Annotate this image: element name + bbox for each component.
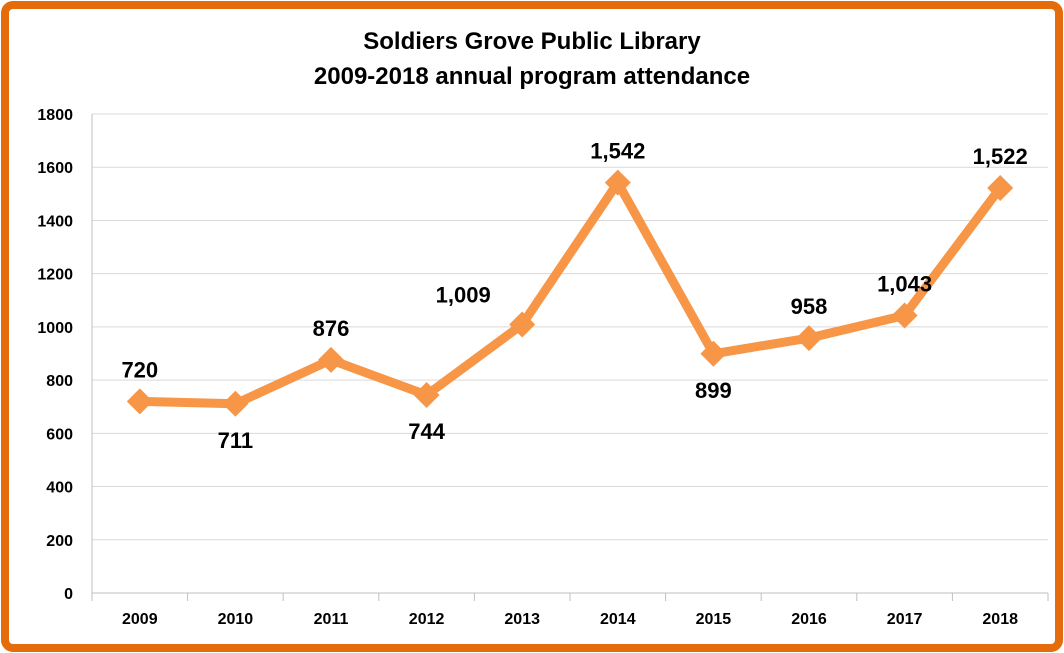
y-tick-label: 400 xyxy=(46,480,73,497)
y-tick-label: 1400 xyxy=(37,213,73,230)
x-tick-label-2010: 2010 xyxy=(218,611,254,628)
y-axis-tick-labels: 0 200 400 600 800 1000 1200 1400 1600 1800 xyxy=(37,107,73,603)
y-tick-label: 1000 xyxy=(37,320,73,337)
data-label-2015: 899 xyxy=(695,378,732,403)
x-tick-label-2018: 2018 xyxy=(982,611,1018,628)
chart-title-line-1: Soldiers Grove Public Library xyxy=(363,28,701,55)
axes xyxy=(91,114,1049,601)
x-tick-label-2015: 2015 xyxy=(696,611,732,628)
data-point-2015 xyxy=(700,340,727,367)
y-tick-label: 1200 xyxy=(37,267,73,284)
data-label-2012: 744 xyxy=(408,419,445,444)
series-line xyxy=(135,178,1005,409)
data-label-2016: 958 xyxy=(791,294,828,319)
data-label-2018: 1,522 xyxy=(973,144,1028,169)
chart-title-line-2: 2009-2018 annual program attendance xyxy=(314,63,750,90)
data-point-2013 xyxy=(509,311,536,338)
y-tick-label: 1600 xyxy=(37,160,73,177)
data-label-2013: 1,009 xyxy=(436,282,491,307)
y-tick-label: 0 xyxy=(64,586,73,603)
data-label-2009: 720 xyxy=(121,357,158,382)
x-tick-label-2009: 2009 xyxy=(122,611,158,628)
y-tick-label: 800 xyxy=(46,373,73,390)
data-point-2009 xyxy=(126,388,153,415)
data-label-2014: 1,542 xyxy=(590,139,645,164)
data-point-2016 xyxy=(796,325,822,352)
x-tick-label-2016: 2016 xyxy=(791,611,827,628)
data-point-2010 xyxy=(222,390,249,417)
gridlines xyxy=(92,113,1048,541)
data-point-2017 xyxy=(891,302,918,329)
data-point-2014 xyxy=(604,169,631,196)
x-tick-label-2013: 2013 xyxy=(504,611,540,628)
x-tick-label-2017: 2017 xyxy=(887,611,923,628)
y-tick-label: 1800 xyxy=(37,107,73,124)
data-point-2011 xyxy=(318,346,344,373)
y-tick-label: 200 xyxy=(46,533,73,550)
data-point-2012 xyxy=(413,382,440,409)
data-point-2018 xyxy=(987,174,1014,201)
x-tick-label-2014: 2014 xyxy=(600,611,636,628)
data-label-2017: 1,043 xyxy=(877,271,932,296)
data-label-2010: 711 xyxy=(218,428,254,453)
series-attendance xyxy=(126,169,1014,417)
data-labels: 720 711 876 744 1,009 1,542 899 958 1,043 1,522 xyxy=(121,139,1027,453)
x-tick-label-2011: 2011 xyxy=(314,611,349,628)
data-label-2011: 876 xyxy=(313,316,350,341)
y-tick-label: 600 xyxy=(46,426,73,443)
x-axis-tick-labels: 2009 2010 2011 2012 2013 2014 2015 2016 2017 2018 xyxy=(122,611,1018,628)
x-tick-label-2012: 2012 xyxy=(409,611,445,628)
